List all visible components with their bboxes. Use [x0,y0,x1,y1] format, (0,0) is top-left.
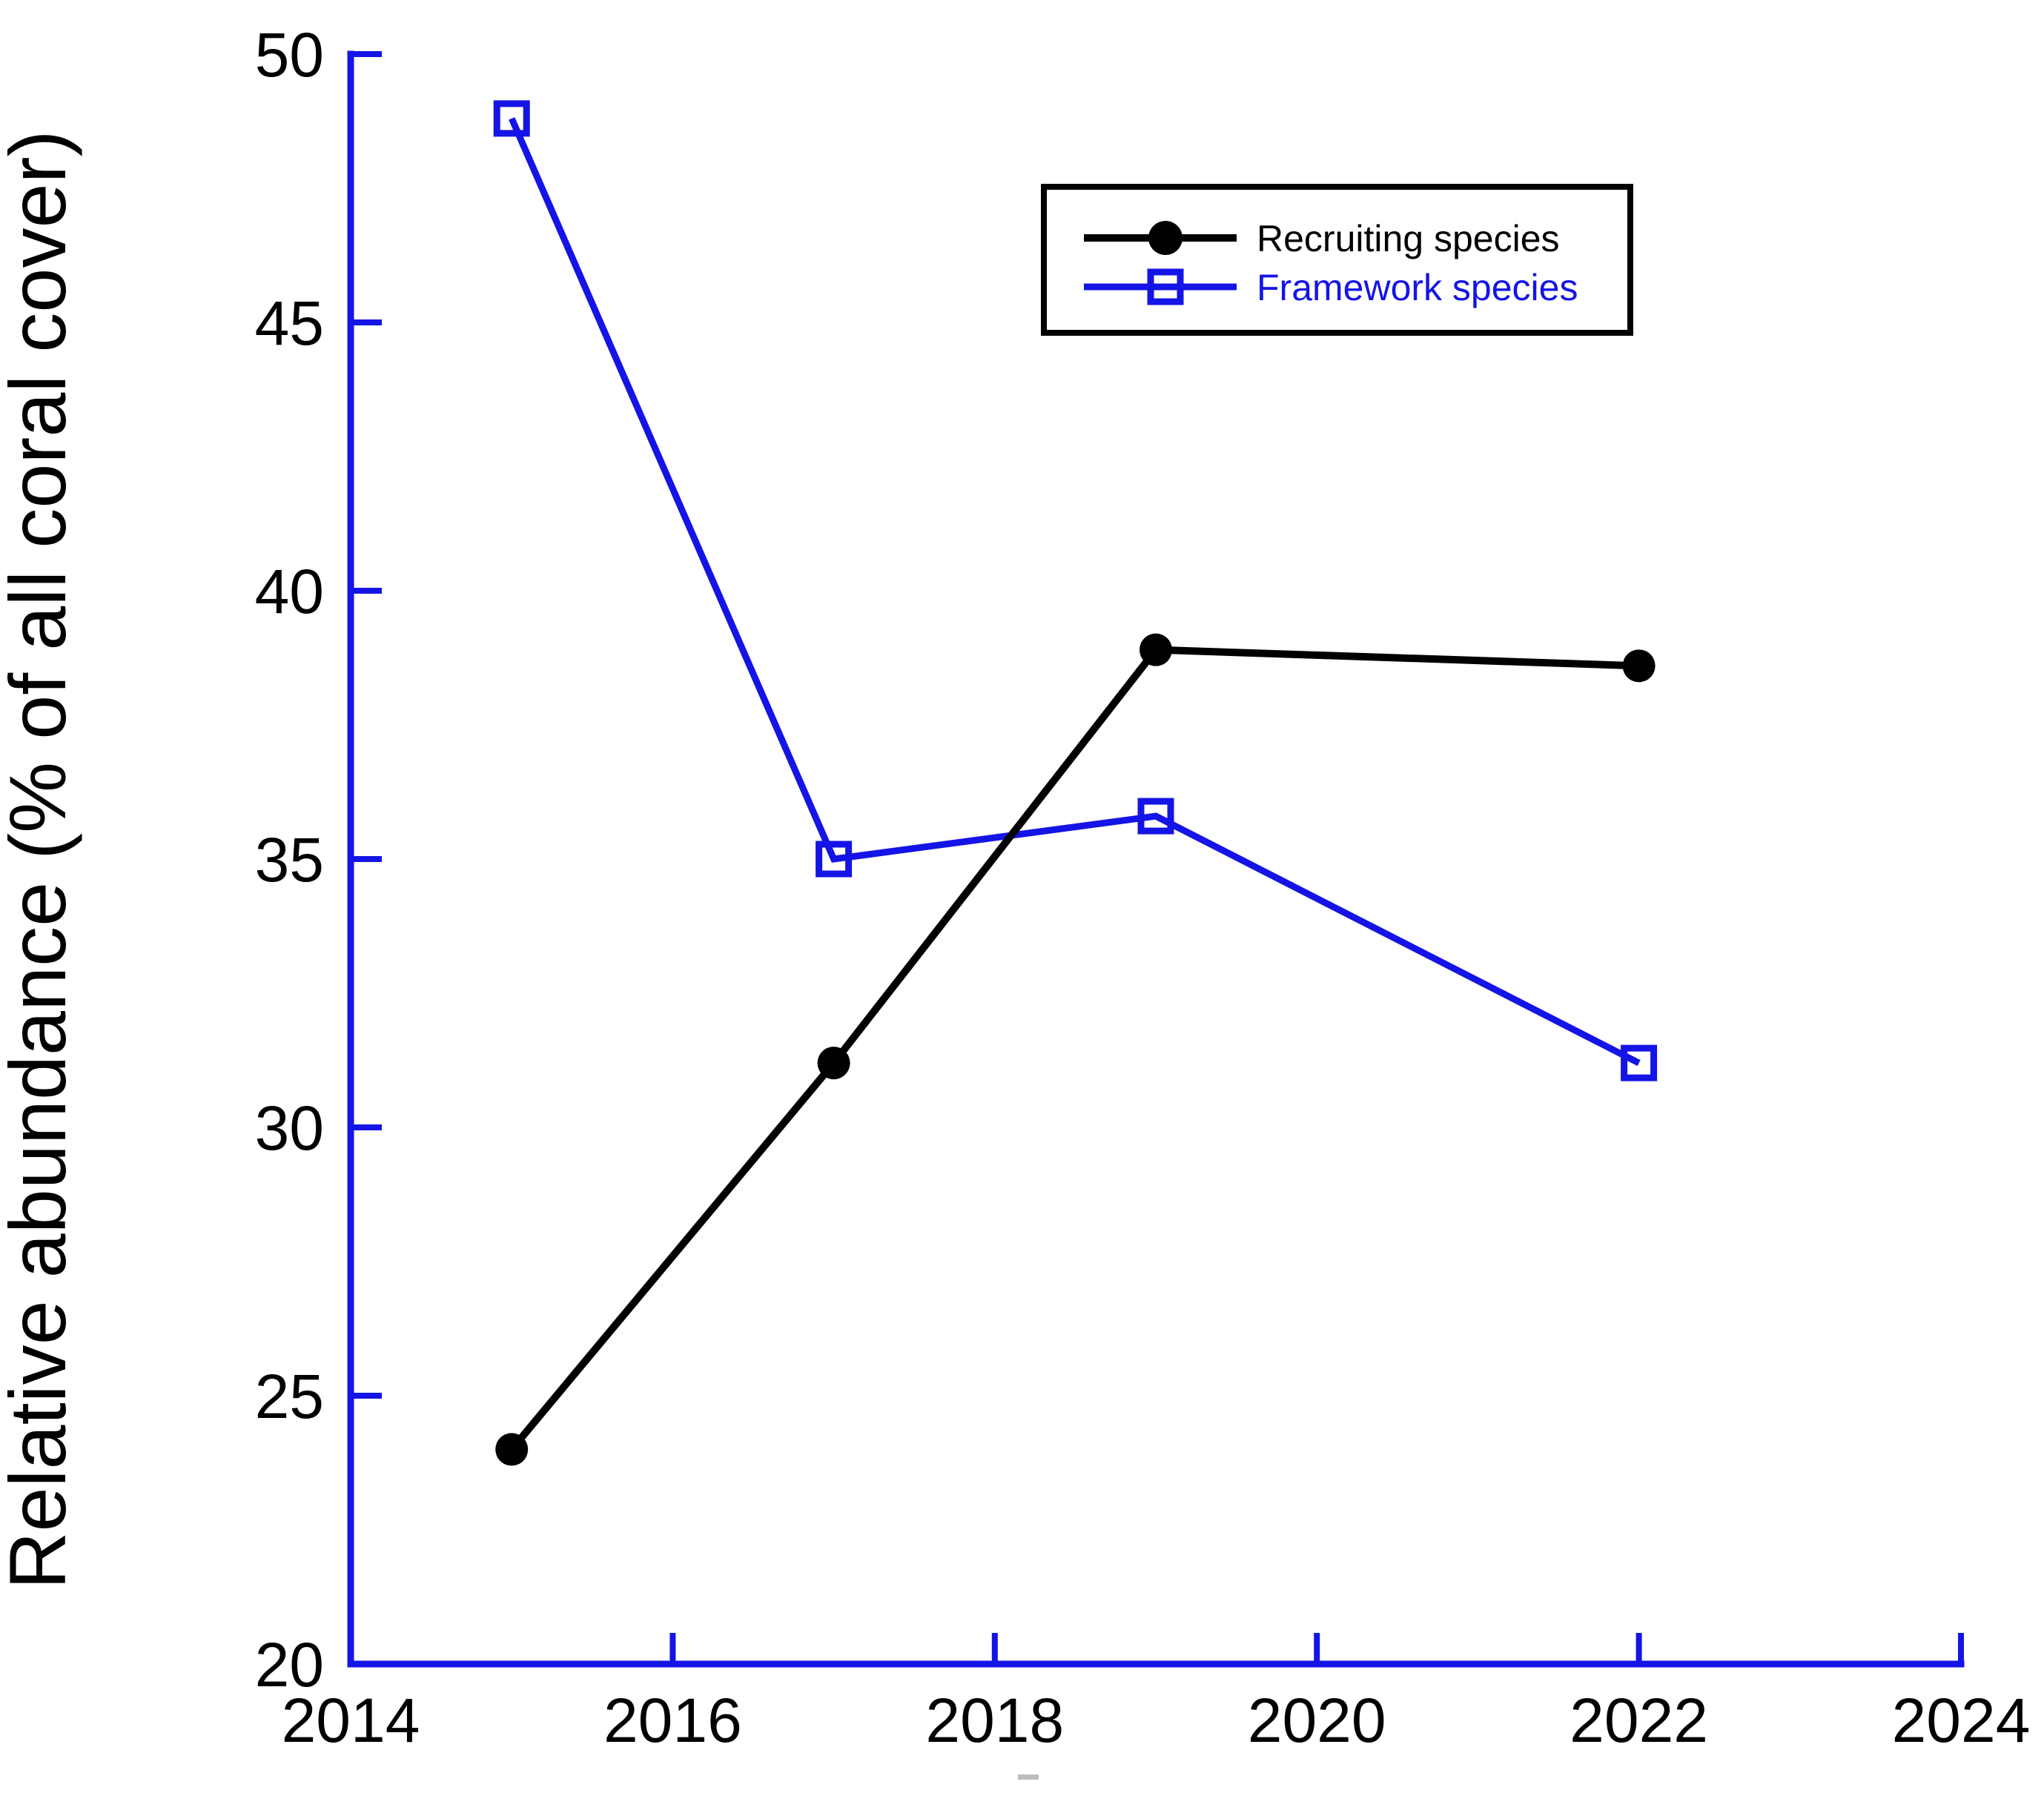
y-axis-title: Relative abundance (% of all coral cover… [0,130,82,1590]
y-tick-label: 25 [255,1362,324,1431]
recruiting-species-line [509,646,1639,1452]
legend: Recruiting species Framework species [1041,184,1633,336]
x-tick-label: 2022 [1570,1686,1708,1755]
framework-species-line [509,117,1641,1067]
legend-marker-filled-circle-icon [1148,221,1183,255]
y-tick-label: 45 [255,288,324,358]
x-tick-label: 2018 [925,1686,1064,1755]
y-tick-label: 30 [255,1093,324,1163]
legend-label-recruiting-species: Recruiting species [1257,218,1560,259]
y-tick-label: 50 [255,20,324,90]
legend-box [1041,184,1633,336]
tick-label-layer: 20 25 30 35 40 45 50 2014 2016 2018 2020 2022 2024 [255,20,2031,1755]
recruiting-species-series [495,633,1656,1466]
y-tick-label: 40 [255,557,324,626]
x-tick-label: 2014 [282,1686,420,1755]
artifact-mark [1018,1774,1039,1780]
x-tick-label: 2016 [603,1686,742,1755]
x-tick-label: 2024 [1892,1686,2031,1755]
framework-species-series [493,100,1658,1081]
axes-layer [347,50,1965,1668]
x-tick-label: 2020 [1248,1686,1386,1755]
legend-label-framework-species: Framework species [1257,267,1578,308]
y-tick-label: 20 [255,1630,324,1700]
series-layer [493,100,1658,1466]
y-tick-label: 35 [255,825,324,895]
